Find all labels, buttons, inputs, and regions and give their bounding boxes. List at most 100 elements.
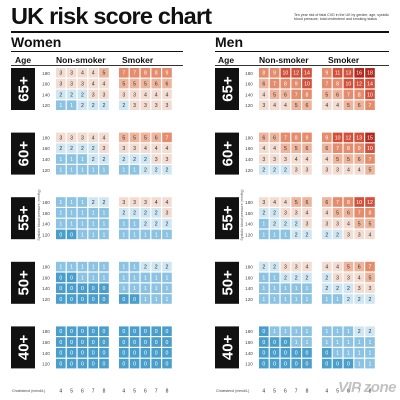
risk-value: 0 bbox=[336, 362, 339, 368]
risk-value: 1 bbox=[92, 168, 95, 174]
risk-cell bbox=[99, 229, 109, 240]
risk-value: 3 bbox=[369, 286, 372, 292]
risk-cell bbox=[88, 348, 98, 358]
risk-cell bbox=[77, 154, 88, 164]
risk-cell bbox=[140, 283, 151, 293]
risk-value: 2 bbox=[262, 168, 265, 174]
risk-cell bbox=[66, 89, 77, 100]
risk-cell bbox=[129, 68, 140, 78]
risk-value: 2 bbox=[295, 275, 298, 281]
risk-cell bbox=[354, 294, 364, 304]
risk-cell bbox=[129, 89, 140, 100]
risk-value: 1 bbox=[295, 297, 298, 303]
risk-cell bbox=[343, 197, 354, 207]
cholesterol-tick-label: 7 bbox=[92, 389, 95, 395]
risk-cell bbox=[99, 272, 109, 283]
risk-value: 5 bbox=[347, 103, 350, 109]
risk-value: 1 bbox=[103, 232, 106, 238]
risk-cell bbox=[343, 68, 354, 78]
risk-value: 0 bbox=[262, 329, 265, 335]
risk-value: 8 bbox=[262, 71, 265, 77]
risk-cell bbox=[151, 218, 161, 229]
risk-cell bbox=[354, 89, 364, 100]
risk-cell bbox=[332, 132, 343, 143]
risk-cell bbox=[302, 132, 312, 143]
risk-value: 2 bbox=[155, 168, 158, 174]
risk-cell bbox=[140, 154, 151, 164]
risk-value: 1 bbox=[325, 329, 328, 335]
bp-tick-label: 140 bbox=[245, 286, 253, 291]
risk-value: 12 bbox=[367, 200, 373, 206]
risk-value: 5 bbox=[133, 82, 136, 88]
risk-value: 4 bbox=[92, 135, 95, 141]
risk-value: 0 bbox=[81, 340, 84, 346]
risk-value: 7 bbox=[336, 146, 339, 152]
risk-value: 1 bbox=[59, 222, 62, 228]
cholesterol-tick-label: 8 bbox=[306, 389, 309, 395]
risk-value: 3 bbox=[262, 157, 265, 163]
risk-value: 2 bbox=[325, 286, 328, 292]
risk-value: 9 bbox=[325, 135, 328, 141]
risk-cell bbox=[140, 132, 151, 143]
cholesterol-tick-label: 7 bbox=[155, 389, 158, 395]
age-block bbox=[11, 132, 35, 175]
risk-cell bbox=[119, 218, 129, 229]
risk-cell bbox=[280, 165, 291, 175]
risk-value: 0 bbox=[103, 329, 106, 335]
risk-cell bbox=[151, 154, 161, 164]
risk-cell bbox=[365, 337, 375, 347]
risk-cell bbox=[322, 283, 332, 293]
risk-value: 2 bbox=[92, 200, 95, 206]
risk-cell bbox=[119, 68, 129, 78]
risk-value: 0 bbox=[144, 351, 147, 357]
risk-value: 1 bbox=[144, 232, 147, 238]
risk-cell bbox=[343, 208, 354, 218]
risk-value: 9 bbox=[325, 71, 328, 77]
risk-value: 1 bbox=[133, 168, 136, 174]
risk-cell bbox=[365, 78, 375, 89]
women-smoker-header: Smoker bbox=[122, 55, 154, 65]
risk-cell bbox=[162, 165, 172, 175]
risk-value: 1 bbox=[122, 286, 125, 292]
risk-value: 8 bbox=[336, 82, 339, 88]
risk-value: 3 bbox=[166, 211, 169, 217]
risk-cell bbox=[291, 326, 301, 336]
risk-value: 4 bbox=[358, 168, 361, 174]
risk-value: 0 bbox=[155, 362, 158, 368]
age-group-label: 40+ bbox=[16, 334, 33, 360]
risk-value: 1 bbox=[81, 265, 84, 271]
risk-cell bbox=[88, 89, 98, 100]
risk-cell bbox=[354, 283, 364, 293]
risk-value: 3 bbox=[70, 135, 73, 141]
risk-cell bbox=[302, 208, 312, 218]
risk-cell bbox=[332, 218, 343, 229]
risk-value: 1 bbox=[103, 265, 106, 271]
risk-cell bbox=[280, 348, 291, 358]
risk-value: 8 bbox=[347, 146, 350, 152]
risk-cell bbox=[269, 261, 280, 272]
risk-cell bbox=[332, 294, 343, 304]
risk-cell bbox=[322, 358, 332, 369]
risk-value: 7 bbox=[336, 200, 339, 206]
risk-value: 7 bbox=[369, 265, 372, 271]
risk-cell bbox=[119, 261, 129, 272]
age-block bbox=[11, 261, 35, 304]
risk-value: 4 bbox=[369, 232, 372, 238]
risk-value: 2 bbox=[155, 265, 158, 271]
bp-tick-label: 180 bbox=[42, 71, 50, 76]
risk-value: 5 bbox=[273, 92, 276, 98]
bp-tick-label: 180 bbox=[42, 265, 50, 270]
risk-value: 2 bbox=[144, 157, 147, 163]
risk-cell bbox=[88, 197, 98, 207]
risk-value: 4 bbox=[273, 103, 276, 109]
risk-cell bbox=[151, 78, 161, 89]
risk-cell bbox=[162, 337, 172, 347]
risk-cell bbox=[77, 78, 88, 89]
risk-cell bbox=[88, 229, 98, 240]
risk-cell bbox=[88, 218, 98, 229]
risk-value: 0 bbox=[284, 340, 287, 346]
risk-cell bbox=[269, 294, 280, 304]
risk-value: 16 bbox=[356, 71, 362, 77]
risk-cell bbox=[66, 348, 77, 358]
risk-value: 0 bbox=[59, 286, 62, 292]
